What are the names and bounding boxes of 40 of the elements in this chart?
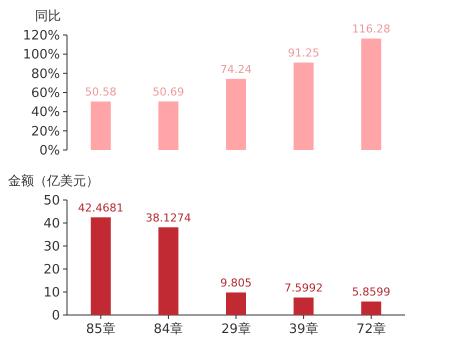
x-tick-label: 29章	[221, 322, 251, 337]
y-axis-title: 金额（亿美元）	[8, 173, 99, 189]
data-label: 9.805	[220, 276, 252, 290]
bar	[90, 217, 111, 315]
y-tick-label: 20%	[31, 124, 60, 140]
data-label: 116.28	[352, 22, 390, 36]
bar	[158, 227, 178, 315]
data-label: 38.1274	[146, 211, 192, 224]
data-label: 5.8599	[352, 286, 390, 299]
bar	[158, 101, 178, 150]
bar	[90, 102, 111, 150]
y-tick-label: 10	[43, 286, 60, 300]
bar	[361, 302, 382, 315]
y-tick-label: 120%	[22, 28, 60, 44]
bar	[361, 38, 382, 150]
data-label: 91.25	[288, 46, 320, 60]
data-label: 42.4681	[78, 201, 124, 214]
bar	[226, 78, 246, 150]
bar	[294, 298, 314, 315]
y-tick-label: 60%	[31, 86, 60, 101]
y-tick-label: 50	[43, 194, 60, 208]
data-label: 7.5992	[284, 282, 323, 295]
x-tick-label: 39章	[288, 322, 318, 337]
y-tick-label: 20	[43, 262, 60, 278]
y-axis-title: 同比	[35, 9, 61, 24]
x-tick-label: 84章	[154, 322, 184, 337]
data-label: 74.24	[220, 62, 252, 76]
x-tick-label: 85章	[86, 322, 116, 337]
data-label: 50.58	[85, 86, 117, 99]
data-label: 50.69	[152, 85, 184, 98]
y-tick-label: 40	[43, 216, 60, 232]
y-tick-label: 30	[43, 240, 60, 254]
y-tick-label: 100%	[22, 48, 60, 63]
y-tick-label: 40%	[31, 105, 60, 120]
y-tick-label: 0	[52, 308, 60, 324]
x-tick-label: 72章	[356, 322, 386, 337]
bar	[226, 292, 246, 315]
y-tick-label: 0%	[39, 144, 60, 158]
y-tick-label: 80%	[31, 66, 60, 82]
bar	[294, 62, 314, 150]
